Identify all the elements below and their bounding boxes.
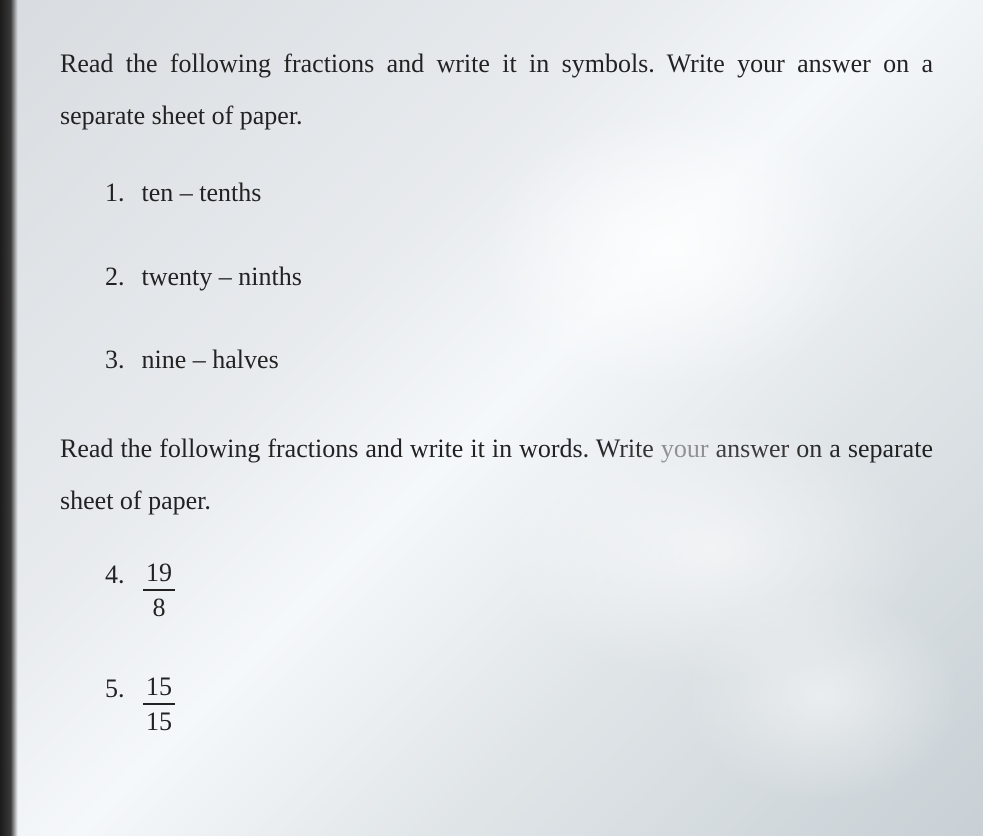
item-text: nine – halves: [142, 345, 279, 374]
question-item: 5. 15 15: [105, 671, 933, 737]
worksheet-page: Read the following fractions and write i…: [0, 0, 983, 826]
fraction: 15 15: [143, 671, 175, 737]
item-number: 4.: [105, 557, 143, 590]
question-item: 1. ten – tenths: [105, 172, 933, 214]
question-item: 4. 19 8: [105, 557, 933, 623]
fraction: 19 8: [143, 557, 175, 623]
fraction-numerator: 15: [143, 671, 175, 705]
instruction-text: Read the following fractions and write i…: [60, 434, 661, 463]
page-binding-edge: [0, 0, 18, 836]
fraction-numerator: 19: [143, 557, 175, 591]
section1-list: 1. ten – tenths 2. twenty – ninths 3. ni…: [60, 172, 933, 381]
item-number: 1.: [105, 172, 135, 214]
item-number: 5.: [105, 671, 143, 704]
item-text: twenty – ninths: [142, 262, 302, 291]
section2-instruction: Read the following fractions and write i…: [60, 423, 933, 527]
section1-instruction: Read the following fractions and write i…: [60, 38, 933, 142]
fraction-denominator: 15: [143, 705, 175, 737]
item-number: 2.: [105, 256, 135, 298]
item-text: ten – tenths: [142, 178, 262, 207]
fraction-denominator: 8: [150, 591, 169, 623]
question-item: 2. twenty – ninths: [105, 256, 933, 298]
section2-list: 4. 19 8 5. 15 15: [60, 557, 933, 738]
question-item: 3. nine – halves: [105, 339, 933, 381]
item-number: 3.: [105, 339, 135, 381]
instruction-text-faded: your: [661, 434, 709, 463]
